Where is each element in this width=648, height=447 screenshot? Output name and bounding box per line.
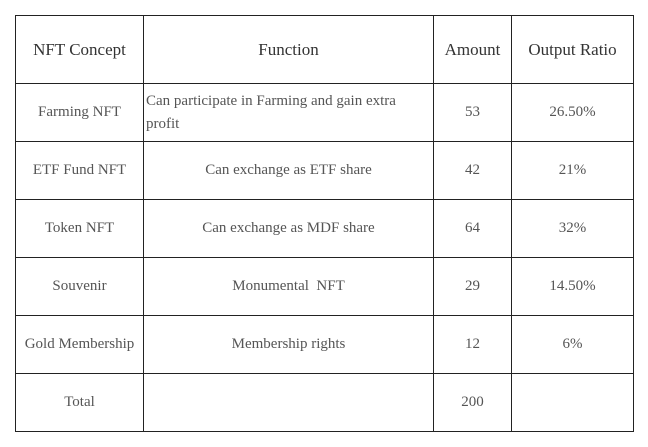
header-cell: Output Ratio: [511, 15, 634, 84]
header-cell: Function: [143, 15, 434, 84]
table-cell: Membership rights: [143, 315, 434, 374]
table-cell: 53: [433, 83, 512, 142]
table-cell: Monumental NFT: [143, 257, 434, 316]
table-cell: 12: [433, 315, 512, 374]
table-cell: [511, 373, 634, 432]
nft-table: NFT Concept Function Amount Output Ratio Fa…: [15, 15, 634, 432]
table-cell: [143, 373, 434, 432]
table-cell: 26.50%: [511, 83, 634, 142]
table-cell: ETF Fund NFT: [15, 141, 144, 200]
table-cell: 14.50%: [511, 257, 634, 316]
table-cell: 200: [433, 373, 512, 432]
table-row: ETF Fund NFT Can exchange as ETF share 42 2…: [15, 141, 634, 200]
table-cell: Souvenir: [15, 257, 144, 316]
table-cell: 42: [433, 141, 512, 200]
table-row: Farming NFT Can participate in Farming an…: [15, 83, 634, 142]
table-row: Souvenir Monumental NFT 29 14.50%: [15, 257, 634, 316]
table-row: Gold Membership Membership rights 12 6%: [15, 315, 634, 374]
table-cell: 29: [433, 257, 512, 316]
table-cell: Gold Membership: [15, 315, 144, 374]
table-cell: 64: [433, 199, 512, 258]
table-cell: 6%: [511, 315, 634, 374]
header-row: NFT Concept Function Amount Output Ratio: [15, 15, 634, 84]
table-cell: Farming NFT: [15, 83, 144, 142]
table-cell: Can exchange as ETF share: [143, 141, 434, 200]
table-row: Token NFT Can exchange as MDF share 64 32%: [15, 199, 634, 258]
table-body: Farming NFT Can participate in Farming an…: [15, 83, 634, 432]
table-cell: 21%: [511, 141, 634, 200]
table-cell: Total: [15, 373, 144, 432]
table-cell: Token NFT: [15, 199, 144, 258]
header-cell: Amount: [433, 15, 512, 84]
table-cell: Can exchange as MDF share: [143, 199, 434, 258]
table-row: Total 200: [15, 373, 634, 432]
table-cell: 32%: [511, 199, 634, 258]
table-cell: Can participate in Farming and gain extr…: [143, 83, 434, 142]
header-cell: NFT Concept: [15, 15, 144, 84]
